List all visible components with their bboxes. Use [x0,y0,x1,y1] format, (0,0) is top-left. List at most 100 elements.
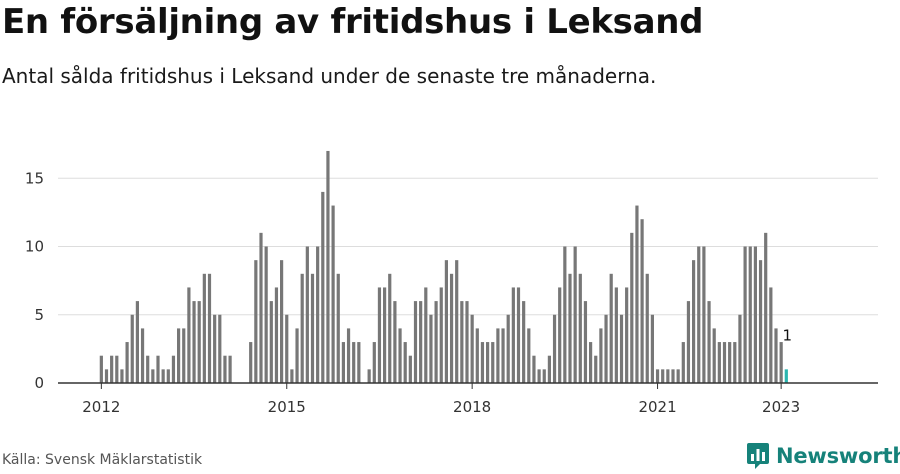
bar [635,205,639,383]
bar [645,273,649,383]
chart-subtitle: Antal sålda fritidshus i Leksand under d… [2,64,657,88]
bar [702,246,706,383]
bar [728,342,732,383]
bar [599,328,603,383]
bar [182,328,186,383]
bar [372,342,376,383]
bar [429,314,433,383]
bar [259,232,263,383]
bar [671,369,675,383]
bar [769,287,773,383]
bar [408,355,412,383]
bar [743,246,747,383]
bar [460,301,464,383]
bar [594,355,598,383]
bar [455,260,459,383]
bar [352,342,356,383]
bar [511,287,515,383]
bar [202,273,206,383]
bar [110,355,114,383]
bar [383,287,387,383]
bar [779,342,783,383]
bar [532,355,536,383]
bar [367,369,371,383]
bar [341,342,345,383]
bar [115,355,119,383]
bar [681,342,685,383]
bar [439,287,443,383]
bar [197,301,201,383]
bar [290,369,294,383]
bar [758,260,763,383]
bar [249,342,253,383]
bar [213,314,217,383]
bar [475,328,479,383]
bar [326,150,330,383]
bar [697,246,701,383]
bar [774,328,778,383]
source-note: Källa: Svensk Mäklarstatistik [2,452,203,468]
bar [310,273,315,383]
bar [285,314,289,383]
bar [516,287,521,383]
bar [151,369,155,383]
bar [177,328,181,383]
bar [614,287,618,383]
bar [496,328,500,383]
bar-highlight [784,369,788,383]
bar [558,287,562,383]
bar [692,260,696,383]
bar [398,328,402,383]
bar [393,301,397,383]
bar [104,369,109,383]
y-tick-label: 15 [25,169,44,187]
bar [166,369,170,383]
bar [748,246,752,383]
bar [413,301,418,383]
bar [604,314,608,383]
bar [552,314,557,383]
bar [223,355,227,383]
chart-title: En försäljning av fritidshus i Leksand [2,2,704,42]
bar [707,301,711,383]
bar [300,273,304,383]
brand-logo[interactable]: Newsworthy [746,442,900,470]
bar [506,314,510,383]
bar [161,369,165,383]
bar [130,314,134,383]
bar [357,342,361,383]
bar [609,273,613,383]
bar [140,328,145,383]
bar [156,355,160,383]
bar [527,328,531,383]
bar [228,355,232,383]
x-tick-label: 2015 [268,398,306,416]
bar [388,273,392,383]
bar [187,287,191,383]
bar [171,355,176,383]
x-tick-label: 2021 [638,398,676,416]
bar [449,273,454,383]
bar [619,314,624,383]
bar [640,219,644,383]
x-axis [58,382,878,389]
bar [738,314,742,383]
bar [563,246,567,383]
bar [630,232,634,383]
bar [676,369,680,383]
bar [434,301,438,383]
bar [753,246,757,383]
bar [280,260,284,383]
bar [346,328,351,383]
bar [146,355,150,383]
x-tick-label: 2023 [762,398,800,416]
bar [135,301,139,383]
y-tick-label: 5 [34,306,44,324]
bar [686,301,691,383]
bar [207,273,212,383]
bar [537,369,541,383]
bar [568,273,572,383]
bar [295,328,299,383]
bar [336,273,340,383]
